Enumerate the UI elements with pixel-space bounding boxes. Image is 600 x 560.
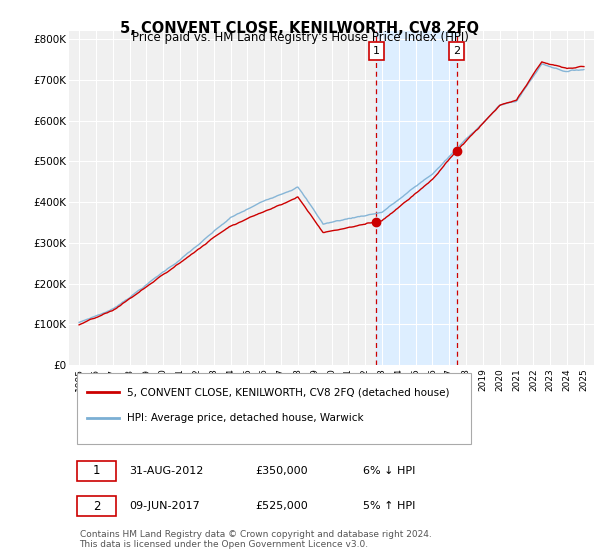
Text: 2: 2: [453, 46, 460, 56]
Text: 5% ↑ HPI: 5% ↑ HPI: [363, 501, 415, 511]
Text: 09-JUN-2017: 09-JUN-2017: [130, 501, 200, 511]
Text: 31-AUG-2012: 31-AUG-2012: [130, 466, 204, 476]
Text: £525,000: £525,000: [256, 501, 308, 511]
Text: 5, CONVENT CLOSE, KENILWORTH, CV8 2FQ (detached house): 5, CONVENT CLOSE, KENILWORTH, CV8 2FQ (d…: [127, 388, 449, 398]
FancyBboxPatch shape: [77, 461, 116, 481]
FancyBboxPatch shape: [77, 374, 470, 444]
Bar: [376, 31, 457, 365]
FancyBboxPatch shape: [77, 496, 116, 516]
Text: £350,000: £350,000: [256, 466, 308, 476]
Text: Price paid vs. HM Land Registry's House Price Index (HPI): Price paid vs. HM Land Registry's House …: [131, 31, 469, 44]
Text: 1: 1: [93, 464, 100, 478]
Text: 2: 2: [93, 500, 100, 513]
Text: 5, CONVENT CLOSE, KENILWORTH, CV8 2FQ: 5, CONVENT CLOSE, KENILWORTH, CV8 2FQ: [121, 21, 479, 36]
Text: 1: 1: [373, 46, 380, 56]
Text: HPI: Average price, detached house, Warwick: HPI: Average price, detached house, Warw…: [127, 413, 364, 423]
Text: Contains HM Land Registry data © Crown copyright and database right 2024.
This d: Contains HM Land Registry data © Crown c…: [79, 530, 431, 549]
Text: 6% ↓ HPI: 6% ↓ HPI: [363, 466, 415, 476]
